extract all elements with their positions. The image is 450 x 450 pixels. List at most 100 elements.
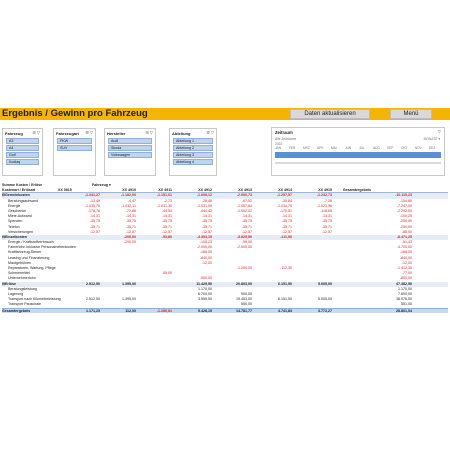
month-label[interactable]: AUG <box>373 146 380 150</box>
slicer-item[interactable]: Abteilung 4 <box>173 159 213 165</box>
slicer-item[interactable]: Volkswagen <box>108 152 152 158</box>
slicer-item[interactable]: Skoda <box>108 145 152 151</box>
slicer-title: Abteilung <box>172 131 191 136</box>
cell-value: -8.471,25 <box>396 234 412 239</box>
cell-value: -35,75 <box>89 219 100 224</box>
table-row: Miete,Aufwand -14,31 -14,31 -14,31 -14,31 -14… <box>2 214 448 219</box>
group-row[interactable]: ⊟Erlöse 2.512,50 1.395,00 11.429,50 20.803,0… <box>2 281 448 287</box>
month-label[interactable]: JUN <box>345 146 352 150</box>
slicer-item[interactable]: A3 <box>6 138 39 144</box>
slicer-title: Hersteller <box>107 131 126 136</box>
slicer-item[interactable]: Kodiaq <box>6 159 39 165</box>
cell-value: 2.512,50 <box>86 297 100 302</box>
timeline-title: Zeitraum <box>275 130 293 135</box>
cell-value: -12,00 <box>201 260 212 265</box>
cell-value: -1.502,02 <box>236 208 252 213</box>
cell-value: 3.772,27 <box>318 308 332 313</box>
cell-value: -1.057,84 <box>236 203 252 208</box>
month-label[interactable]: NOV <box>415 146 422 150</box>
cell-value: 1.171,23 <box>86 308 100 313</box>
cell-value: -170,51 <box>279 208 292 213</box>
cell-value: -95,00 <box>241 240 252 245</box>
page-title: Ergebnis / Gewinn pro Fahrzeug <box>2 108 148 119</box>
month-label[interactable]: APR <box>317 146 324 150</box>
clear-filter-icon[interactable]: ▽ <box>437 129 441 134</box>
timeline-year: 2022 <box>275 142 283 146</box>
month-label[interactable]: SEP <box>387 146 394 150</box>
table-row: Energie / Kraftstoffverbrauch -200,00 -105… <box>2 240 448 245</box>
month-label[interactable]: FEB <box>289 146 296 150</box>
cell-value: -1.286,81 <box>156 308 172 313</box>
update-data-button[interactable]: Daten aktualisieren <box>290 109 370 119</box>
cell-value: 1.395,00 <box>122 281 136 286</box>
cell-value: 6.700,00 <box>198 291 212 296</box>
column-header: XX 4912 <box>198 188 212 193</box>
menu-button[interactable]: Menü <box>390 109 432 119</box>
multi-select-icon[interactable]: ☰ <box>206 130 210 135</box>
cell-value: -3.825,50 <box>236 234 252 239</box>
timeline-selection-bar[interactable] <box>275 152 441 158</box>
slicer-item[interactable]: Audi <box>108 138 152 144</box>
clear-filter-icon[interactable]: ▽ <box>36 130 40 135</box>
month-label[interactable]: JAN <box>275 146 282 150</box>
row-label: Unternehmerlohn <box>8 276 36 281</box>
slicer-fahrzeugart: Fahrzeugart ☰ ▽ PKW SUV <box>53 128 96 176</box>
row-label: Kraftfahrzeug-Steuer <box>8 250 42 255</box>
group-row[interactable]: ⊟Einzelkosten -200,00 -93,80 -4.393,19 -3.82… <box>2 234 448 241</box>
row-label: Energie <box>8 203 21 208</box>
cell-value: -118,65 <box>320 208 332 213</box>
cell-value: -88,00 <box>401 229 412 234</box>
slicer-title: Fahrzeug <box>5 131 23 136</box>
month-label[interactable]: MRZ <box>303 146 310 150</box>
cell-value: 1.395,00 <box>122 297 136 302</box>
cell-value: -77,00 <box>401 271 412 276</box>
grand-total-row: Gesamtergebnis 1.171,23 112,00 -1.286,81 5.4… <box>2 307 448 313</box>
cell-value: -4.393,19 <box>196 234 212 239</box>
cell-value: -72,86 <box>125 208 136 213</box>
cell-value: -35,71 <box>321 224 332 229</box>
clear-filter-icon[interactable]: ▽ <box>149 130 153 135</box>
cell-value: 6.151,50 <box>278 297 292 302</box>
month-label[interactable]: DEZ <box>429 146 436 150</box>
cell-value: -35,71 <box>201 224 212 229</box>
cell-value: -55,00 <box>161 271 172 276</box>
slicer-item[interactable]: Abteilung 2 <box>173 145 213 151</box>
multi-select-icon[interactable]: ☰ <box>85 130 89 135</box>
month-label[interactable]: MAI <box>331 146 337 150</box>
slicer-item[interactable]: Golf <box>6 152 39 158</box>
slicer-abteilung: Abteilung ☰ ▽ Abteilung 1 Abteilung 2 Ab… <box>169 128 217 176</box>
slicer-item[interactable]: A4 <box>6 145 39 151</box>
cell-value: -14,31 <box>125 214 136 219</box>
granularity-dropdown[interactable]: MONATE ▾ <box>423 137 440 141</box>
cell-value: -35,71 <box>281 224 292 229</box>
multi-select-icon[interactable]: ☰ <box>145 130 149 135</box>
cell-value: 6.151,50 <box>278 281 292 286</box>
cell-value: -2.292,00 <box>396 208 412 213</box>
filter-dropdown-icon[interactable]: ▾ <box>108 183 111 187</box>
table-row: Mautgebühren -12,00 -12,00 <box>2 261 448 266</box>
month-label[interactable]: JUL <box>359 146 365 150</box>
row-label: Beratungsaufwand <box>8 198 38 203</box>
slicer-item[interactable]: PKW <box>57 138 92 144</box>
cell-value: -14,31 <box>321 214 332 219</box>
slicer-item[interactable]: SUV <box>57 145 92 151</box>
row-label: Telefon <box>8 224 20 229</box>
cell-value: 5.428,15 <box>198 308 212 313</box>
group-row[interactable]: ⊟Gemeinkosten -1.341,27 -1.182,00 -1.151,01… <box>2 193 448 199</box>
pivot-table: Summe Kosten / Erlöse Fahrzeug ▾ Kostena… <box>2 183 448 313</box>
slicer-item[interactable]: Abteilung 3 <box>173 152 213 158</box>
cell-value: -800,00 <box>399 276 412 281</box>
column-field-filter[interactable]: Fahrzeug ▾ <box>92 183 111 188</box>
timeline-scrollbar[interactable] <box>275 162 441 164</box>
table-row: Versicherungen -12,57 -12,57 -12,57 -12,57 -1… <box>2 230 448 235</box>
row-label: Reparaturen, Wartung, Pflege <box>8 266 56 270</box>
multi-select-icon[interactable]: ☰ <box>32 130 36 135</box>
slicer-fahrzeug: Fahrzeug ☰ ▽ A3 A4 Golf Kodiaq <box>2 128 43 176</box>
slicer-item[interactable]: Abteilung 1 <box>173 138 213 144</box>
cell-value: 3.559,50 <box>198 297 212 302</box>
cell-value: 5.005,00 <box>318 297 332 302</box>
month-label[interactable]: OKT <box>401 146 408 150</box>
clear-filter-icon[interactable]: ▽ <box>210 130 214 135</box>
row-label: Fahrerlohn inklusive Personalnebenkosten <box>8 245 76 250</box>
clear-filter-icon[interactable]: ▽ <box>89 130 93 135</box>
